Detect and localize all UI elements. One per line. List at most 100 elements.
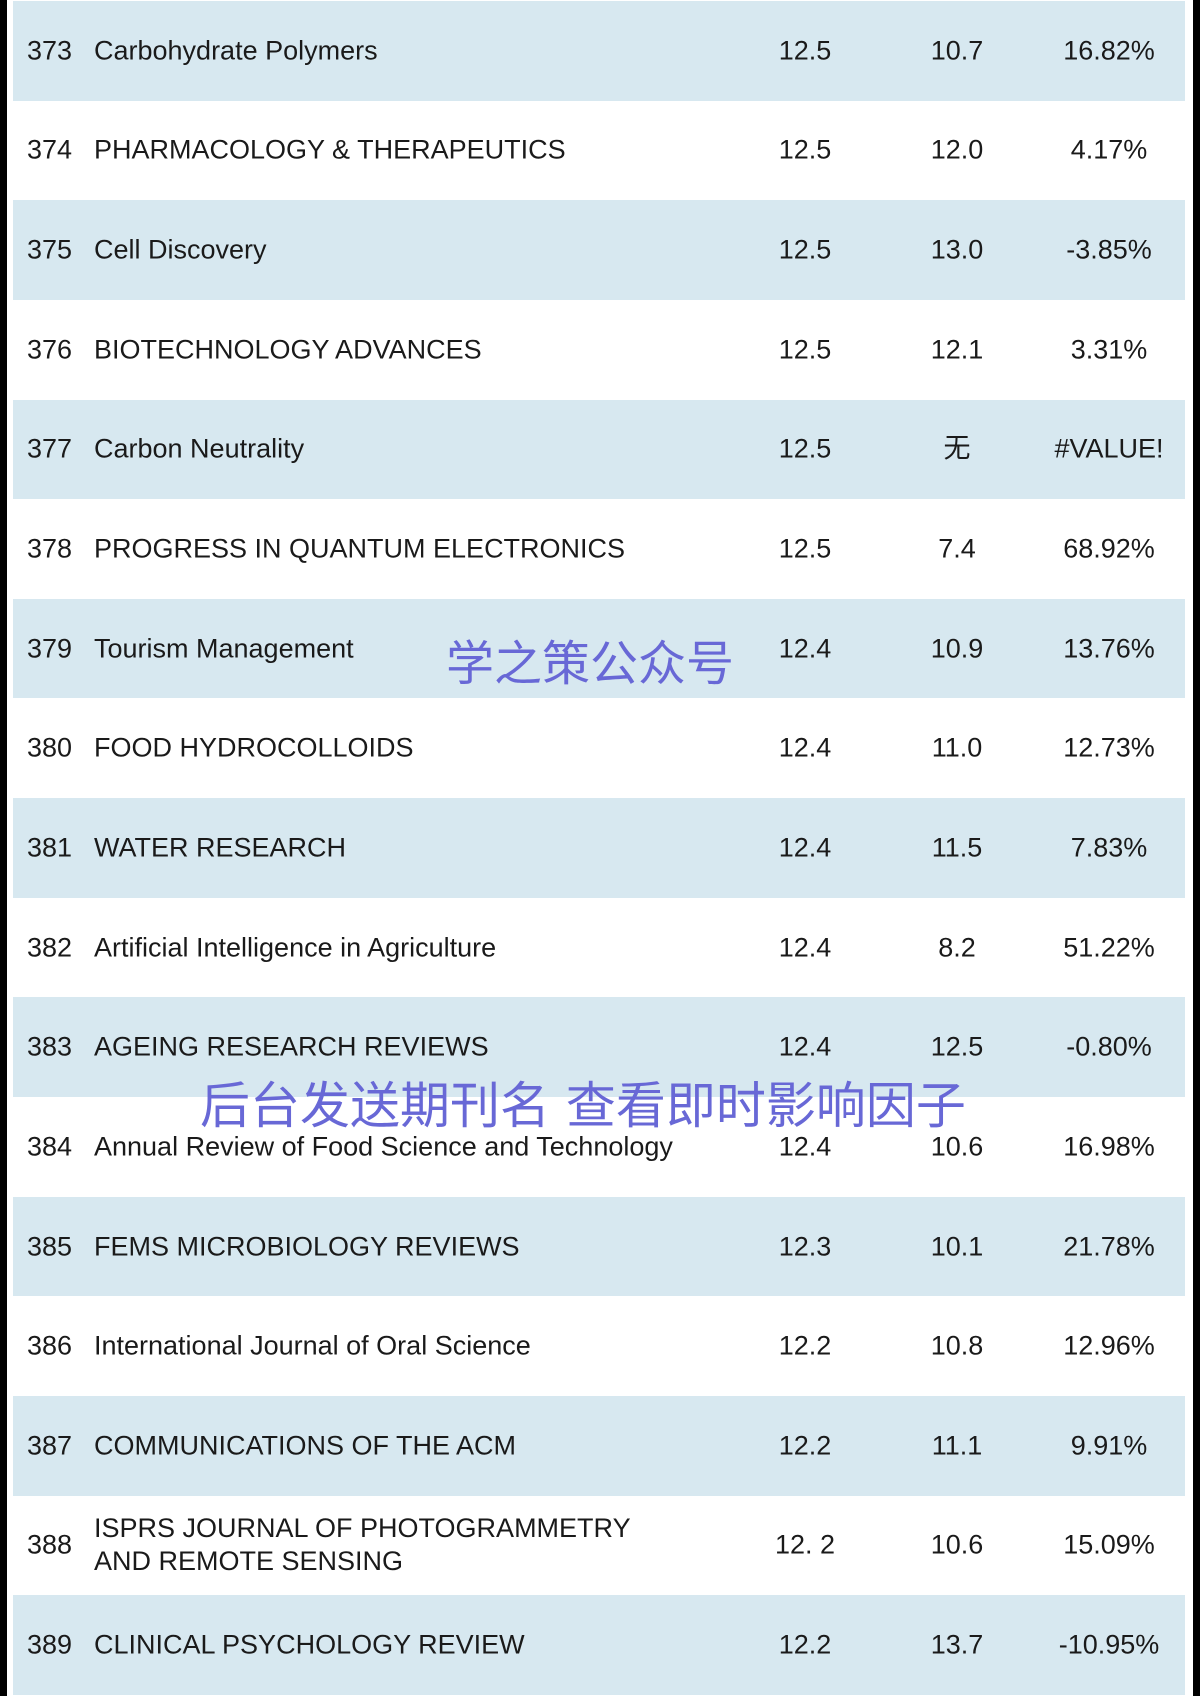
table-row: 380 FOOD HYDROCOLLOIDS 12.4 11.0 12.73% (13, 698, 1185, 798)
journal-name-line: AND REMOTE SENSING (94, 1546, 404, 1577)
impact-factor-cell: 12. 2 (774, 1529, 836, 1560)
journal-name-cell: ISPRS JOURNAL OF PHOTOGRAMMETRY AND REMOT… (94, 1512, 631, 1578)
change-percent-cell: -10.95% (1058, 1629, 1160, 1660)
previous-impact-factor-cell: 10.9 (930, 633, 984, 664)
left-border (0, 0, 7, 1696)
change-percent-cell: 16.82% (1063, 35, 1155, 66)
change-percent-cell: 9.91% (1070, 1430, 1148, 1461)
table-row: 382 Artificial Intelligence in Agricultur… (13, 898, 1185, 998)
rank-cell: 387 (27, 1430, 73, 1461)
journal-name-cell: International Journal of Oral Science (94, 1330, 531, 1361)
previous-impact-factor-cell: 无 (943, 433, 971, 464)
change-percent-cell: 21.78% (1063, 1231, 1155, 1261)
table-row: 379 Tourism Management 12.4 10.9 13.76% (13, 598, 1185, 699)
previous-impact-factor-cell: 8.2 (938, 932, 976, 963)
change-percent-cell: 15.09% (1063, 1529, 1155, 1560)
rank-cell: 374 (27, 134, 73, 165)
impact-factor-cell: 12.5 (778, 35, 832, 66)
impact-factor-cell: 12.4 (778, 633, 832, 664)
previous-impact-factor-cell: 10.6 (930, 1131, 984, 1162)
table-row: 373 Carbohydrate Polymers 12.5 10.7 16.82% (13, 1, 1185, 101)
change-percent-cell: 13.76% (1063, 633, 1155, 664)
journal-name-cell: COMMUNICATIONS OF THE ACM (94, 1430, 517, 1461)
journal-name-cell: Cell Discovery (94, 234, 267, 265)
rank-cell: 388 (27, 1529, 73, 1560)
previous-impact-factor-cell: 11.1 (931, 1430, 983, 1461)
table-row: 385 FEMS MICROBIOLOGY REVIEWS 12.3 10.1 21.7… (13, 1196, 1185, 1297)
change-percent-cell: 12.96% (1063, 1330, 1155, 1361)
previous-impact-factor-cell: 11.0 (931, 732, 983, 763)
rank-cell: 376 (27, 334, 73, 365)
change-percent-cell: 7.83% (1070, 832, 1148, 863)
change-percent-cell: #VALUE! (1054, 433, 1164, 464)
journal-name-cell: Annual Review of Food Science and Techno… (94, 1131, 673, 1162)
previous-impact-factor-cell: 7.4 (938, 533, 976, 564)
table-row: 386 International Journal of Oral Science… (13, 1296, 1185, 1396)
rank-cell: 380 (27, 732, 73, 763)
table-row: 383 AGEING RESEARCH REVIEWS 12.4 12.5 -0.80% (13, 997, 1185, 1098)
table-row: 374 PHARMACOLOGY & THERAPEUTICS 12.5 12.0 4.… (13, 101, 1185, 201)
impact-factor-cell: 12.5 (778, 334, 832, 365)
rank-cell: 379 (27, 633, 73, 664)
journal-name-cell: CLINICAL PSYCHOLOGY REVIEW (94, 1629, 525, 1660)
right-border (1193, 0, 1200, 1696)
previous-impact-factor-cell: 10.1 (930, 1231, 984, 1261)
impact-factor-cell: 12.5 (778, 533, 832, 564)
impact-factor-cell: 12.5 (778, 234, 832, 265)
impact-factor-cell: 12.2 (778, 1330, 832, 1361)
previous-impact-factor-cell: 11.5 (931, 832, 983, 863)
journal-name-cell: WATER RESEARCH (94, 832, 347, 863)
change-percent-cell: -0.80% (1066, 1031, 1152, 1062)
journal-name-cell: BIOTECHNOLOGY ADVANCES (94, 334, 482, 365)
table-row: 388 ISPRS JOURNAL OF PHOTOGRAMMETRY AND RE… (13, 1496, 1185, 1596)
journal-name-cell: FEMS MICROBIOLOGY REVIEWS (94, 1231, 520, 1261)
rank-cell: 375 (27, 234, 73, 265)
rank-cell: 373 (27, 35, 73, 66)
table-row: 378 PROGRESS IN QUANTUM ELECTRONICS 12.5 7.… (13, 499, 1185, 599)
rank-cell: 384 (27, 1131, 73, 1162)
impact-factor-cell: 12.4 (778, 1031, 832, 1062)
previous-impact-factor-cell: 13.7 (930, 1629, 984, 1660)
table-row: 376 BIOTECHNOLOGY ADVANCES 12.5 12.1 3.31% (13, 300, 1185, 400)
rank-cell: 389 (27, 1629, 73, 1660)
change-percent-cell: -3.85% (1066, 234, 1152, 265)
impact-factor-cell: 12.5 (778, 433, 832, 464)
rank-cell: 377 (27, 433, 73, 464)
table-row: 384 Annual Review of Food Science and Tec… (13, 1097, 1185, 1197)
rank-cell: 381 (27, 832, 73, 863)
impact-factor-cell: 12.4 (778, 1131, 832, 1162)
impact-factor-cell: 12.4 (778, 832, 832, 863)
impact-factor-cell: 12.4 (778, 732, 832, 763)
journal-name-cell: AGEING RESEARCH REVIEWS (94, 1031, 489, 1062)
journal-name-cell: Carbon Neutrality (94, 433, 305, 464)
change-percent-cell: 4.17% (1070, 134, 1148, 165)
journal-name-cell: Carbohydrate Polymers (94, 35, 378, 66)
impact-factor-cell: 12.2 (778, 1430, 832, 1461)
previous-impact-factor-cell: 10.7 (930, 35, 984, 66)
journal-name-line: ISPRS JOURNAL OF PHOTOGRAMMETRY (94, 1513, 631, 1544)
change-percent-cell: 68.92% (1063, 533, 1155, 564)
rank-cell: 385 (27, 1231, 73, 1261)
change-percent-cell: 3.31% (1070, 334, 1148, 365)
previous-impact-factor-cell: 10.6 (930, 1529, 984, 1560)
journal-name-cell: PROGRESS IN QUANTUM ELECTRONICS (94, 533, 626, 564)
impact-factor-cell: 12.2 (778, 1629, 832, 1660)
table-row: 375 Cell Discovery 12.5 13.0 -3.85% (13, 200, 1185, 300)
journal-name-cell: PHARMACOLOGY & THERAPEUTICS (94, 134, 566, 165)
previous-impact-factor-cell: 10.8 (930, 1330, 984, 1361)
previous-impact-factor-cell: 12.5 (930, 1031, 984, 1062)
journal-name-cell: FOOD HYDROCOLLOIDS (94, 732, 414, 763)
impact-factor-cell: 12.5 (778, 134, 832, 165)
change-percent-cell: 16.98% (1063, 1131, 1155, 1162)
previous-impact-factor-cell: 12.0 (930, 134, 984, 165)
journal-name-cell: Artificial Intelligence in Agriculture (94, 932, 497, 963)
rank-cell: 386 (27, 1330, 73, 1361)
rank-cell: 382 (27, 932, 73, 963)
rank-cell: 383 (27, 1031, 73, 1062)
table-row: 381 WATER RESEARCH 12.4 11.5 7.83% (13, 798, 1185, 898)
change-percent-cell: 51.22% (1063, 932, 1155, 963)
previous-impact-factor-cell: 12.1 (930, 334, 984, 365)
impact-factor-cell: 12.3 (778, 1231, 832, 1261)
table-row: 387 COMMUNICATIONS OF THE ACM 12.2 11.1 9.91… (13, 1395, 1185, 1496)
previous-impact-factor-cell: 13.0 (930, 234, 984, 265)
